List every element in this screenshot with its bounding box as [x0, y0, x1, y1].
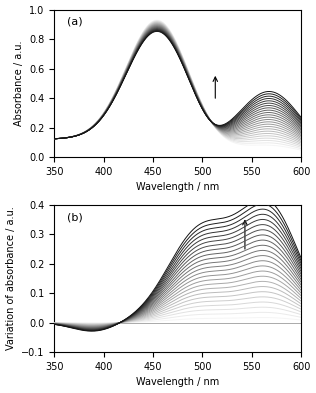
X-axis label: Wavelength / nm: Wavelength / nm: [136, 182, 219, 192]
Y-axis label: Variation of absorbance / a.u.: Variation of absorbance / a.u.: [6, 207, 15, 350]
Text: (a): (a): [67, 17, 82, 27]
Y-axis label: Absorbance / a.u.: Absorbance / a.u.: [14, 40, 24, 126]
X-axis label: Wavelength / nm: Wavelength / nm: [136, 377, 219, 387]
Text: (b): (b): [67, 212, 82, 222]
